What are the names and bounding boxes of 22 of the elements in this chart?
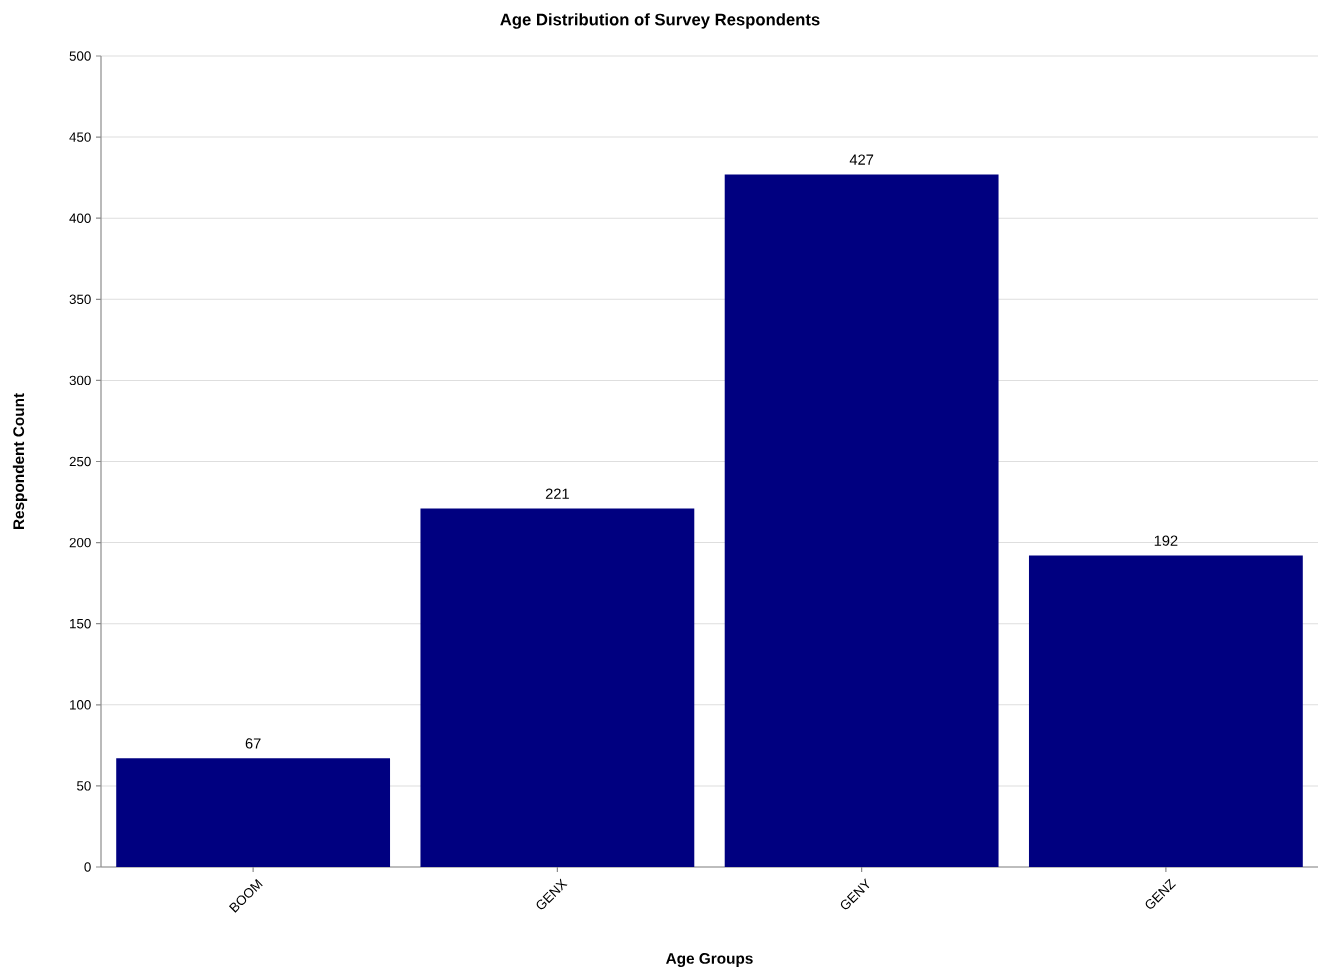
bar (420, 508, 695, 867)
y-axis-title: Respondent Count (12, 393, 28, 530)
y-tick-label: 350 (69, 294, 91, 305)
x-axis-title: Age Groups (666, 953, 753, 967)
y-tick-label: 450 (69, 132, 91, 142)
y-tick-label: 250 (69, 456, 91, 467)
data-label: 221 (545, 488, 569, 499)
bar (724, 174, 999, 867)
data-label: 192 (1154, 535, 1178, 546)
y-tick-label: 100 (70, 700, 91, 710)
bar (1028, 555, 1303, 867)
y-tick-label: 0 (84, 862, 91, 872)
y-tick-label: 50 (77, 781, 91, 791)
y-tick-label: 500 (69, 51, 91, 61)
bar (116, 758, 391, 867)
y-tick-label: 300 (69, 375, 91, 386)
y-tick-label: 400 (69, 213, 91, 223)
data-label: 67 (245, 738, 261, 749)
y-tick-label: 200 (69, 537, 91, 548)
data-label: 427 (849, 154, 874, 165)
chart-title: Age Distribution of Survey Respondents (500, 13, 820, 29)
y-tick-label: 150 (70, 618, 91, 629)
